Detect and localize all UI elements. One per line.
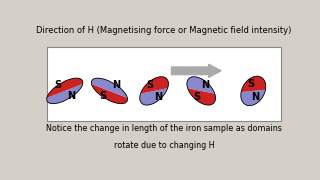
Text: S: S [99,91,106,101]
Ellipse shape [140,77,168,105]
Ellipse shape [140,77,168,105]
FancyArrow shape [172,64,221,77]
Text: S: S [248,79,255,89]
Text: N: N [201,80,209,90]
Text: S: S [194,92,201,102]
Ellipse shape [47,78,83,104]
Ellipse shape [47,78,83,104]
Text: N: N [68,91,76,101]
Ellipse shape [187,77,216,105]
Ellipse shape [241,76,266,106]
Text: N: N [154,92,162,102]
Text: S: S [147,80,154,90]
Text: Notice the change in length of the iron sample as domains: Notice the change in length of the iron … [46,124,282,133]
Ellipse shape [91,78,128,104]
Text: N: N [112,80,120,91]
Ellipse shape [187,77,216,105]
Text: N: N [251,93,260,102]
Text: rotate due to changing H: rotate due to changing H [114,141,214,150]
Text: S: S [54,80,61,91]
FancyBboxPatch shape [47,47,281,121]
Text: Direction of H (Magnetising force or Magnetic field intensity): Direction of H (Magnetising force or Mag… [36,26,292,35]
Ellipse shape [91,78,128,104]
Ellipse shape [241,76,266,106]
